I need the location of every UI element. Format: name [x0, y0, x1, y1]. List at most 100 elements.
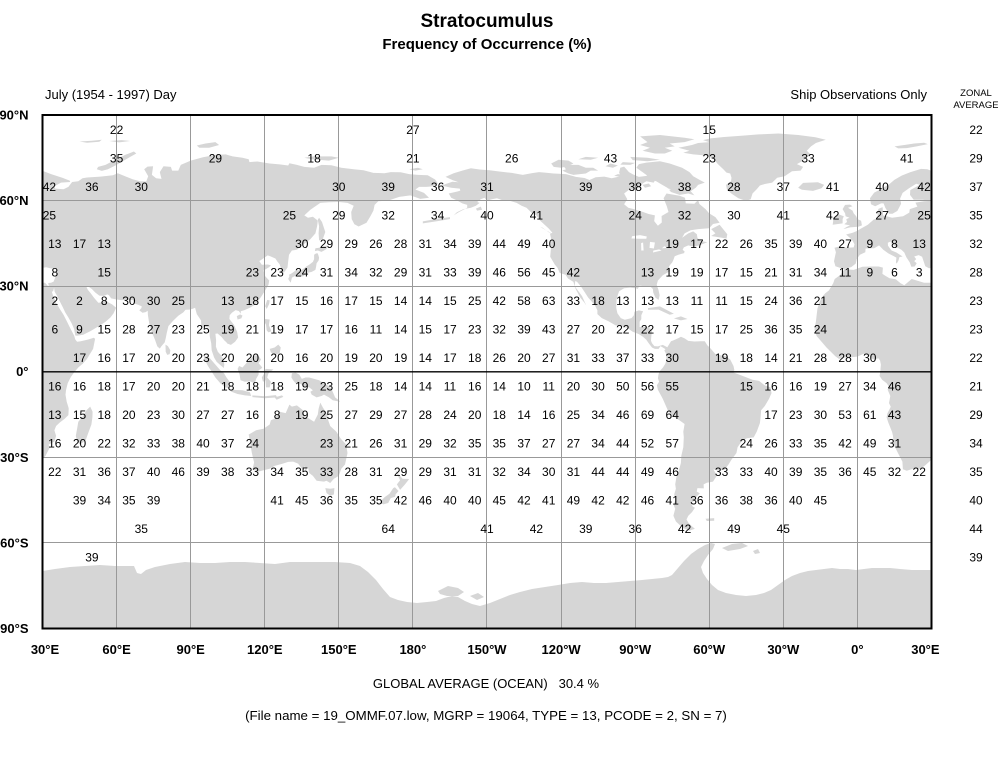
svg-text:41: 41: [666, 494, 680, 508]
svg-text:20: 20: [221, 351, 235, 365]
svg-text:13: 13: [641, 265, 655, 279]
svg-text:25: 25: [740, 323, 754, 337]
svg-text:35: 35: [295, 465, 309, 479]
svg-text:28: 28: [394, 237, 408, 251]
svg-text:8: 8: [274, 408, 281, 422]
svg-text:21: 21: [969, 380, 983, 394]
svg-text:32: 32: [493, 323, 507, 337]
svg-text:15: 15: [419, 323, 433, 337]
svg-text:13: 13: [48, 237, 62, 251]
svg-text:25: 25: [196, 323, 210, 337]
svg-text:11: 11: [444, 380, 457, 394]
svg-text:45: 45: [777, 522, 791, 536]
svg-text:23: 23: [320, 437, 334, 451]
svg-text:30°E: 30°E: [911, 642, 940, 657]
svg-text:45: 45: [493, 494, 507, 508]
svg-text:16: 16: [246, 408, 260, 422]
svg-text:20: 20: [172, 351, 186, 365]
svg-text:38: 38: [221, 465, 235, 479]
svg-text:30: 30: [122, 294, 136, 308]
svg-text:30°S: 30°S: [0, 450, 29, 465]
svg-text:46: 46: [616, 408, 630, 422]
svg-text:40: 40: [789, 494, 803, 508]
svg-text:40: 40: [468, 494, 482, 508]
svg-text:17: 17: [443, 323, 457, 337]
svg-text:57: 57: [666, 437, 680, 451]
svg-text:23: 23: [147, 408, 161, 422]
svg-text:14: 14: [419, 380, 433, 394]
svg-text:9: 9: [76, 323, 83, 337]
svg-text:18: 18: [740, 351, 754, 365]
svg-text:34: 34: [814, 265, 828, 279]
svg-text:37: 37: [221, 437, 235, 451]
svg-text:17: 17: [715, 265, 729, 279]
svg-text:33: 33: [567, 294, 581, 308]
svg-text:60°W: 60°W: [693, 642, 726, 657]
svg-text:36: 36: [85, 180, 99, 194]
svg-text:22: 22: [641, 323, 655, 337]
svg-text:19: 19: [666, 237, 680, 251]
svg-text:35: 35: [110, 151, 124, 165]
svg-text:29: 29: [394, 465, 408, 479]
svg-text:15: 15: [98, 265, 112, 279]
svg-text:61: 61: [863, 408, 877, 422]
svg-text:8: 8: [891, 237, 898, 251]
svg-text:30°N: 30°N: [0, 279, 29, 294]
svg-text:30°W: 30°W: [767, 642, 800, 657]
svg-text:42: 42: [826, 208, 840, 222]
svg-text:41: 41: [270, 494, 284, 508]
svg-text:41: 41: [826, 180, 840, 194]
svg-text:40: 40: [814, 237, 828, 251]
svg-text:3: 3: [916, 265, 923, 279]
svg-text:60°S: 60°S: [0, 535, 29, 550]
svg-text:23: 23: [969, 323, 983, 337]
svg-text:Frequency of Occurrence (%): Frequency of Occurrence (%): [382, 36, 591, 53]
svg-text:6: 6: [51, 323, 58, 337]
svg-text:35: 35: [969, 465, 983, 479]
svg-text:13: 13: [221, 294, 235, 308]
svg-text:19: 19: [715, 351, 729, 365]
svg-text:17: 17: [122, 351, 136, 365]
svg-text:15: 15: [690, 323, 704, 337]
svg-text:45: 45: [295, 494, 309, 508]
svg-text:18: 18: [493, 408, 507, 422]
svg-text:27: 27: [147, 323, 161, 337]
svg-text:31: 31: [443, 465, 457, 479]
svg-text:Ship Observations Only: Ship Observations Only: [790, 87, 927, 102]
svg-text:27: 27: [196, 408, 210, 422]
svg-text:23: 23: [789, 408, 803, 422]
svg-text:22: 22: [969, 351, 983, 365]
svg-text:27: 27: [345, 408, 359, 422]
svg-text:45: 45: [863, 465, 877, 479]
svg-text:37: 37: [777, 180, 791, 194]
svg-text:44: 44: [493, 237, 507, 251]
svg-text:29: 29: [394, 265, 408, 279]
svg-text:20: 20: [147, 380, 161, 394]
svg-text:24: 24: [443, 408, 457, 422]
svg-text:2: 2: [51, 294, 58, 308]
svg-text:13: 13: [666, 294, 680, 308]
svg-text:30: 30: [727, 208, 741, 222]
svg-text:64: 64: [666, 408, 680, 422]
svg-text:6: 6: [891, 265, 898, 279]
svg-text:150°W: 150°W: [467, 642, 507, 657]
svg-text:19: 19: [666, 265, 680, 279]
svg-text:23: 23: [246, 265, 260, 279]
svg-text:34: 34: [345, 265, 359, 279]
svg-text:39: 39: [969, 551, 983, 565]
svg-text:39: 39: [789, 237, 803, 251]
svg-text:36: 36: [838, 465, 852, 479]
svg-text:15: 15: [369, 294, 383, 308]
svg-text:63: 63: [542, 294, 556, 308]
svg-text:32: 32: [122, 437, 136, 451]
svg-text:39: 39: [147, 494, 161, 508]
svg-text:16: 16: [73, 380, 87, 394]
svg-text:25: 25: [172, 294, 186, 308]
svg-text:25: 25: [567, 408, 581, 422]
svg-text:49: 49: [641, 465, 655, 479]
svg-text:14: 14: [517, 408, 531, 422]
svg-text:14: 14: [394, 323, 408, 337]
svg-text:30: 30: [591, 380, 605, 394]
svg-text:38: 38: [740, 494, 754, 508]
svg-text:31: 31: [369, 465, 383, 479]
